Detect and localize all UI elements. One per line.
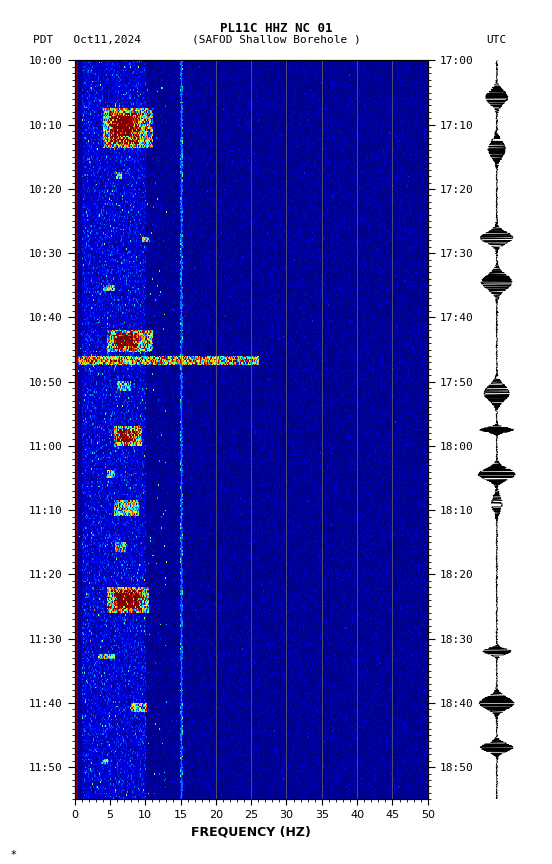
Text: PL11C HHZ NC 01: PL11C HHZ NC 01: [220, 22, 332, 35]
Text: (SAFOD Shallow Borehole ): (SAFOD Shallow Borehole ): [192, 35, 360, 45]
Text: UTC: UTC: [487, 35, 507, 45]
X-axis label: FREQUENCY (HZ): FREQUENCY (HZ): [191, 825, 311, 838]
Text: *: *: [11, 849, 17, 860]
Text: PDT   Oct11,2024: PDT Oct11,2024: [33, 35, 141, 45]
